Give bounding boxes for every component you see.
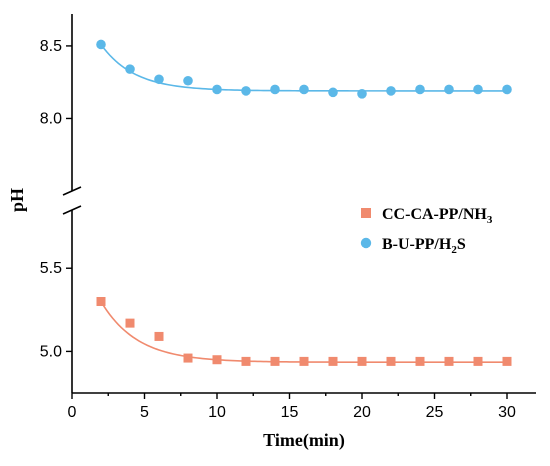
data-point-circle [96,39,106,50]
data-point-circle [473,84,483,95]
data-point-square [212,355,222,365]
data-point-square [415,356,425,366]
data-point-square [473,356,483,366]
data-point-circle [154,74,164,85]
x-tick-label: 5 [140,404,149,421]
legend-label: CC-CA-PP/NH3 [382,206,493,226]
x-tick-label: 0 [68,404,77,421]
data-point-circle [415,84,425,95]
data-point-square [502,356,512,366]
data-point-circle [212,84,222,95]
data-point-square [154,331,164,341]
legend-label: B-U-PP/H2S [382,236,466,256]
x-axis-title: Time(min) [263,430,345,451]
legend-label-main: B-U-PP/H [382,236,452,253]
data-point-circle [270,84,280,95]
legend-marker-circle [360,237,372,249]
data-point-square [299,356,309,366]
y-tick-label: 8.0 [40,110,62,127]
legend-label-subscript: 3 [487,214,493,226]
data-point-circle [183,75,193,86]
legend-label-subscript: 2 [451,244,457,256]
legend-marker-square [361,208,371,218]
data-point-circle [502,84,512,95]
data-point-square [241,356,251,366]
legend: CC-CA-PP/NH3 B-U-PP/H2S [360,206,493,256]
data-point-circle [299,84,309,95]
data-point-square [125,318,135,328]
axes: 0 5 10 15 20 25 30 5.0 5.5 8.0 8.5 [40,14,536,421]
data-point-square [96,297,106,306]
fit-curve-0 [100,301,507,364]
x-tick-label: 10 [208,404,226,421]
data-point-circle [125,64,135,74]
data-point-circle [357,88,367,99]
legend-label-main: CC-CA-PP/NH [382,206,487,223]
x-tick-label: 15 [281,404,299,421]
data-points [96,39,512,366]
axis-break-mark-upper [62,186,82,196]
data-point-square [386,356,396,366]
data-point-square [270,356,280,366]
data-point-square [357,356,367,366]
fit-curve-1 [100,43,507,92]
data-point-circle [328,87,338,98]
data-point-circle [241,86,251,96]
axis-break-mark-lower [62,205,82,215]
y-axis-title: pH [7,188,27,212]
data-point-circle [444,84,454,95]
data-point-square [444,356,454,366]
data-point-square [328,356,338,366]
x-tick-label: 30 [498,404,516,421]
y-tick-label: 5.0 [40,343,62,360]
data-point-circle [386,86,396,96]
y-tick-label: 8.5 [40,38,62,55]
x-tick-label: 20 [353,404,371,421]
data-point-square [183,353,193,363]
legend-label-tail: S [457,236,466,253]
x-tick-label: 25 [426,404,444,421]
y-tick-label: 5.5 [40,260,62,277]
